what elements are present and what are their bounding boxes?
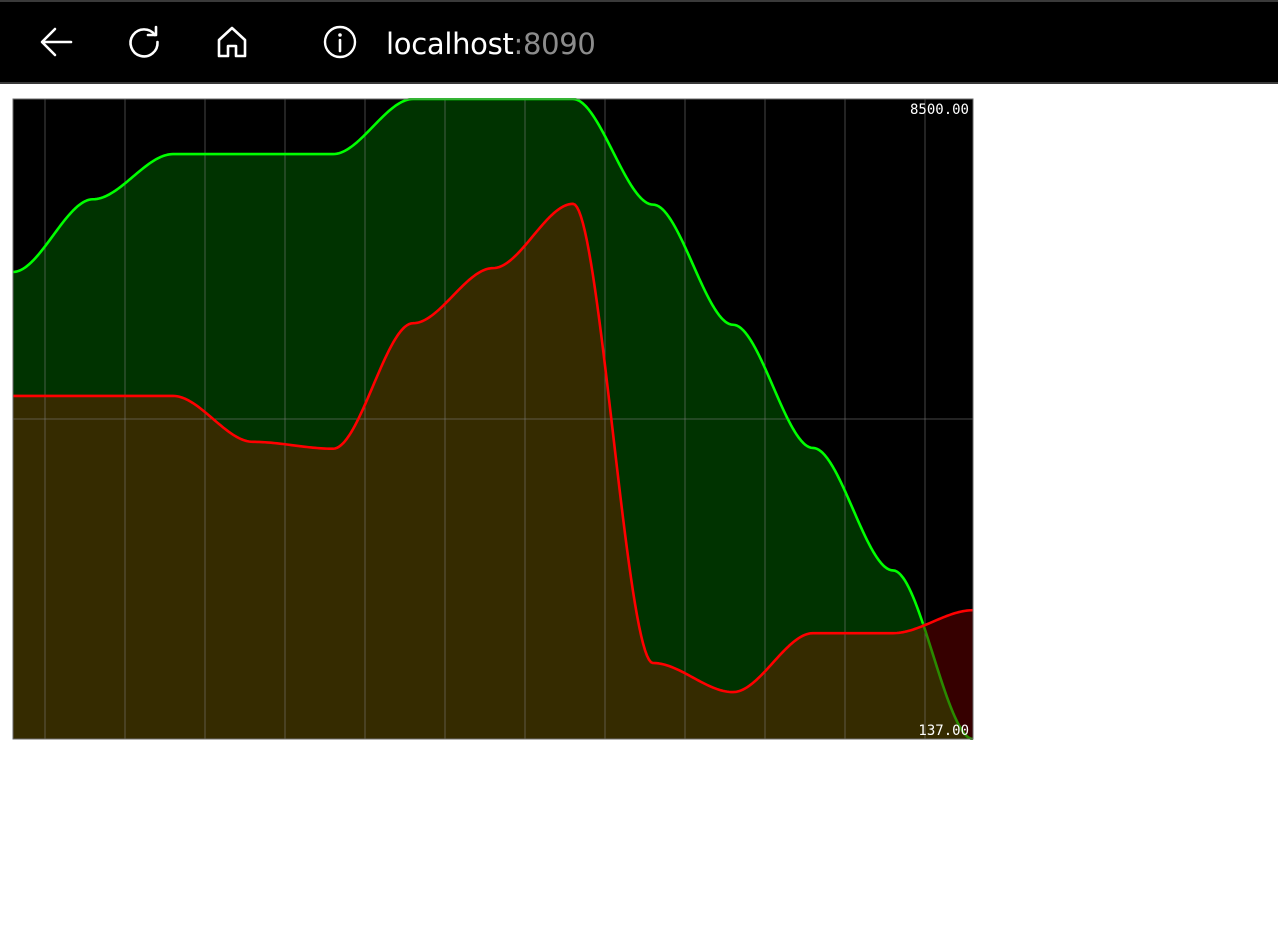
arrow-left-icon — [40, 27, 73, 57]
series-2-area — [13, 203, 973, 740]
back-button[interactable] — [36, 22, 76, 62]
home-button[interactable] — [212, 22, 252, 62]
reload-button[interactable] — [124, 22, 164, 62]
area-chart: 8500.00 137.00 — [12, 98, 974, 740]
chart-border — [12, 98, 974, 740]
info-icon — [323, 25, 357, 59]
y-max-label: 8500.00 — [910, 102, 969, 118]
url-port: :8090 — [513, 27, 596, 61]
chart-canvas: 8500.00 137.00 — [12, 98, 974, 740]
reload-icon — [129, 25, 159, 58]
series-1-line-segment-2 — [921, 623, 974, 740]
site-info-button[interactable] — [320, 22, 360, 62]
series-2-line — [13, 202, 974, 694]
chart-grid — [13, 99, 973, 739]
series-2-above-region — [925, 610, 973, 739]
address-bar[interactable]: localhost:8090 — [386, 24, 596, 64]
url-host: localhost — [386, 27, 514, 61]
y-min-label: 137.00 — [918, 723, 969, 739]
browser-toolbar: localhost:8090 — [0, 0, 1278, 84]
home-icon — [217, 26, 247, 58]
